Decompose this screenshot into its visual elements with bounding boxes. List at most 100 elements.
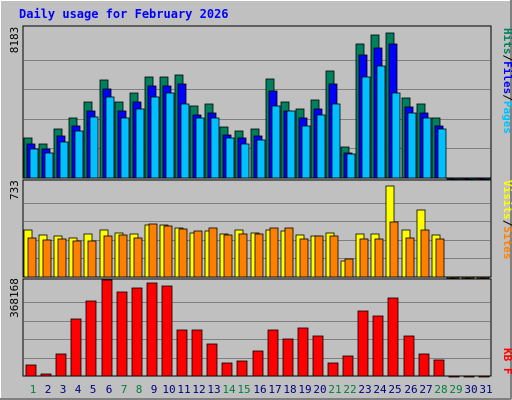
day-label-17: 17 xyxy=(268,383,281,396)
bar-pages-day-4 xyxy=(74,130,84,179)
bar-pages-day-12 xyxy=(195,117,205,179)
bar-kb-f-day-11 xyxy=(176,329,188,377)
day-label-8: 8 xyxy=(136,383,143,396)
bar-kb-f-day-27 xyxy=(418,353,430,377)
bar-pages-day-7 xyxy=(120,117,130,179)
day-label-31: 31 xyxy=(479,383,492,396)
bar-sites-day-17 xyxy=(269,227,279,278)
bar-sites-day-18 xyxy=(284,227,294,278)
legend-mid: Visits/Sites xyxy=(501,180,512,260)
top-max-label: 8183 xyxy=(8,27,21,54)
legend-visits: Visits xyxy=(501,180,512,220)
day-label-7: 7 xyxy=(121,383,128,396)
bar-kb-f-day-25 xyxy=(387,297,399,377)
bar-kb-f-day-2 xyxy=(40,373,52,377)
bar-kb-f-day-8 xyxy=(131,287,143,377)
bar-kb-f-day-22 xyxy=(342,355,354,377)
bar-kb-f-day-29 xyxy=(448,375,460,378)
bar-sites-day-4 xyxy=(72,240,82,278)
bar-kb-f-day-20 xyxy=(312,335,324,377)
bar-sites-day-1 xyxy=(27,237,37,278)
mid-max-label: 733 xyxy=(8,180,21,200)
bar-kb-f-day-19 xyxy=(297,327,309,377)
bar-sites-day-9 xyxy=(148,223,158,278)
bar-sites-day-28 xyxy=(435,238,445,278)
bar-pages-day-31 xyxy=(482,177,492,180)
bar-pages-day-19 xyxy=(301,125,311,179)
bar-pages-day-24 xyxy=(376,65,386,179)
bar-sites-day-21 xyxy=(329,235,339,278)
bar-sites-day-20 xyxy=(314,235,324,278)
day-label-29: 29 xyxy=(449,383,462,396)
bar-sites-day-8 xyxy=(133,237,143,278)
legend-pages: Pages xyxy=(501,101,512,134)
legend-hits: Hits xyxy=(501,28,512,55)
bar-kb-f-day-18 xyxy=(282,338,294,377)
bar-pages-day-20 xyxy=(316,114,326,179)
bar-sites-day-14 xyxy=(223,234,233,278)
bar-sites-day-31 xyxy=(480,276,490,279)
bar-pages-day-13 xyxy=(210,117,220,179)
day-label-19: 19 xyxy=(298,383,311,396)
legend-kbytes: KB F xyxy=(501,348,512,375)
day-label-25: 25 xyxy=(388,383,401,396)
bar-kb-f-day-4 xyxy=(70,318,82,377)
bar-sites-day-12 xyxy=(193,230,203,278)
bar-kb-f-day-14 xyxy=(221,362,233,377)
bar-kb-f-day-12 xyxy=(191,329,203,377)
bar-sites-day-26 xyxy=(405,237,415,278)
day-label-15: 15 xyxy=(237,383,250,396)
bar-pages-day-26 xyxy=(407,112,417,179)
bar-sites-day-15 xyxy=(238,233,248,278)
day-label-28: 28 xyxy=(434,383,447,396)
bar-kb-f-day-10 xyxy=(161,285,173,377)
bar-pages-day-6 xyxy=(105,96,115,179)
bar-sites-day-5 xyxy=(87,240,97,278)
bar-sites-day-11 xyxy=(178,228,188,278)
day-label-6: 6 xyxy=(106,383,113,396)
day-label-10: 10 xyxy=(162,383,175,396)
bar-kb-f-day-6 xyxy=(101,279,113,377)
bar-pages-day-28 xyxy=(437,128,447,179)
day-label-4: 4 xyxy=(75,383,82,396)
bar-pages-day-11 xyxy=(180,103,190,179)
bar-pages-day-1 xyxy=(29,148,39,179)
day-label-16: 16 xyxy=(253,383,266,396)
day-label-9: 9 xyxy=(151,383,158,396)
bar-pages-day-3 xyxy=(59,141,69,179)
bar-kb-f-day-30 xyxy=(463,375,475,378)
bar-pages-day-5 xyxy=(89,116,99,179)
day-label-18: 18 xyxy=(283,383,296,396)
bar-kb-f-day-21 xyxy=(327,362,339,377)
bar-kb-f-day-24 xyxy=(372,315,384,377)
bar-kb-f-day-5 xyxy=(85,300,97,377)
bar-pages-day-15 xyxy=(240,143,250,179)
day-label-30: 30 xyxy=(464,383,477,396)
day-label-23: 23 xyxy=(358,383,371,396)
bar-sites-day-13 xyxy=(208,227,218,278)
bar-pages-day-25 xyxy=(391,92,401,179)
bar-sites-day-16 xyxy=(254,233,264,278)
bar-pages-day-18 xyxy=(286,110,296,179)
bar-pages-day-27 xyxy=(422,117,432,179)
bar-sites-day-10 xyxy=(163,225,173,278)
bar-sites-day-6 xyxy=(103,235,113,278)
bar-kb-f-day-7 xyxy=(116,291,128,377)
day-label-22: 22 xyxy=(343,383,356,396)
bar-kb-f-day-23 xyxy=(357,310,369,377)
bar-sites-day-30 xyxy=(465,276,475,279)
bar-sites-day-25 xyxy=(389,221,399,278)
bar-pages-day-21 xyxy=(331,103,341,179)
day-label-14: 14 xyxy=(222,383,236,396)
day-label-5: 5 xyxy=(90,383,97,396)
bar-pages-day-17 xyxy=(271,105,281,179)
bar-kb-f-day-13 xyxy=(206,343,218,377)
bar-kb-f-day-31 xyxy=(478,375,490,378)
bar-kb-f-day-9 xyxy=(146,282,158,377)
bar-pages-day-9 xyxy=(150,96,160,179)
day-label-11: 11 xyxy=(177,383,190,396)
day-label-3: 3 xyxy=(60,383,67,396)
day-label-24: 24 xyxy=(373,383,387,396)
bar-kb-f-day-28 xyxy=(433,359,445,377)
